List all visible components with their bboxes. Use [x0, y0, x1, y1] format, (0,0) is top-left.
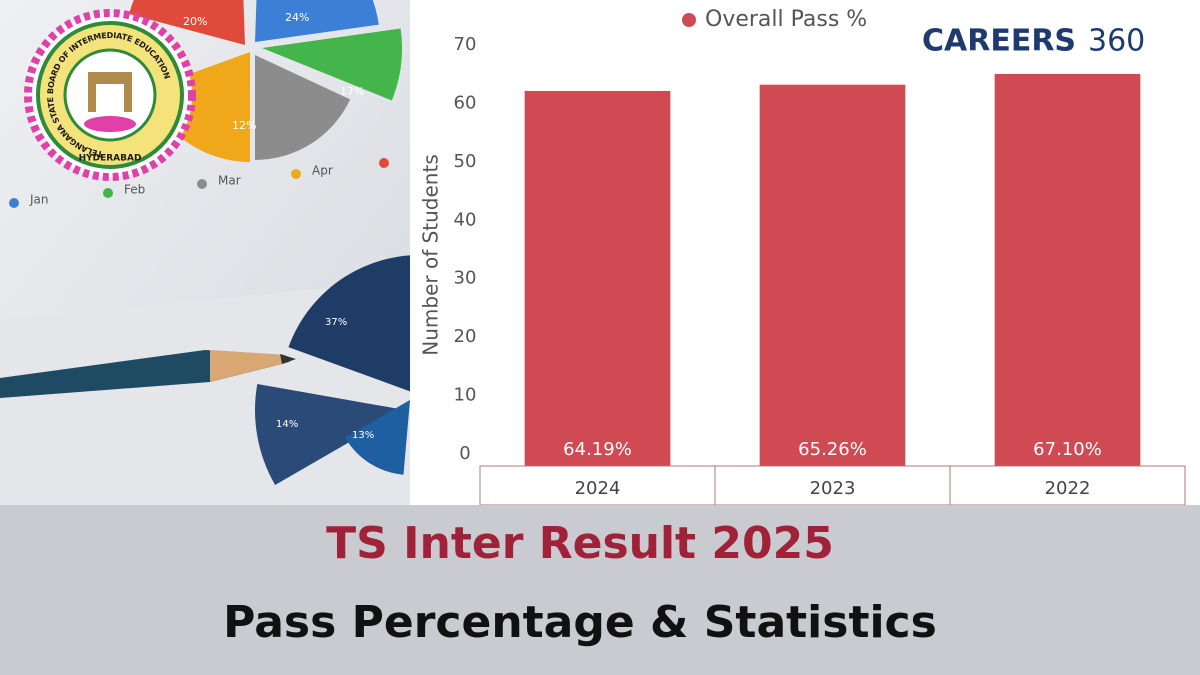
footer-title: TS Inter Result 2025: [326, 518, 834, 569]
footer-band: [0, 505, 1200, 675]
value-label: 67.10%: [1033, 439, 1102, 460]
pie-label: 24%: [285, 11, 309, 24]
pencil-tip: [210, 350, 290, 382]
legend-label: Feb: [124, 183, 145, 197]
legend-label: Mar: [218, 174, 241, 188]
emblem-city: HYDERABAD: [79, 154, 142, 164]
y-tick-label: 60: [454, 92, 477, 113]
pie-wedge: [254, 383, 405, 485]
emblem-book: [84, 116, 136, 132]
y-tick-label: 30: [454, 268, 477, 289]
legend-label: Jan: [29, 193, 49, 207]
value-label: 64.19%: [563, 439, 632, 460]
pie-wedge: [288, 255, 410, 392]
emblem: TELANGANA STATE BOARD OF INTERMEDIATE ED…: [24, 9, 196, 181]
y-tick-label: 0: [459, 443, 470, 464]
background-photo: 20% 24% 17% 12% Jan Feb Mar Apr 37% 14% …: [0, 0, 410, 505]
footer-subtitle: Pass Percentage & Statistics: [223, 597, 937, 648]
x-tick-label: 2023: [810, 478, 856, 499]
pie-wedge: [262, 28, 402, 101]
bar: [759, 84, 906, 467]
logo-word: CAREERS: [922, 24, 1076, 59]
chart: Overall Pass % Number of Students 0 10 20 3…: [419, 7, 1186, 506]
pie-wedge: [255, 55, 351, 160]
pie-wedge: [146, 52, 250, 162]
legend-dot: [9, 198, 19, 208]
y-axis-title: Number of Students: [419, 154, 443, 355]
y-tick-label: 70: [454, 34, 477, 55]
y-tick-label: 40: [454, 209, 477, 230]
bar: [524, 90, 671, 467]
emblem-gate-arch: [96, 84, 124, 112]
pie-wedge: [345, 400, 410, 475]
y-tick-label: 20: [454, 326, 477, 347]
bar: [994, 73, 1141, 467]
legend-label: Overall Pass %: [705, 7, 867, 32]
pie-label: 12%: [232, 119, 256, 132]
legend-dot: [197, 179, 207, 189]
x-tick-label: 2022: [1045, 478, 1091, 499]
pie-label: 13%: [352, 430, 374, 441]
legend-swatch: [682, 13, 696, 27]
logo-number: 360: [1088, 24, 1145, 59]
legend-dot: [103, 188, 113, 198]
pie-label: 14%: [276, 419, 298, 430]
legend-label: Apr: [312, 164, 333, 178]
pie-wedge: [255, 0, 379, 42]
y-tick-label: 50: [454, 151, 477, 172]
pencil-lead: [280, 354, 296, 364]
value-label: 65.26%: [798, 439, 867, 460]
pie-wedge: [129, 0, 245, 45]
x-tick-label: 2024: [575, 478, 621, 499]
pie-label: 17%: [340, 85, 364, 98]
y-tick-label: 10: [454, 385, 477, 406]
pie-label: 37%: [325, 317, 347, 328]
legend-dot: [291, 169, 301, 179]
legend-dot: [379, 158, 389, 168]
pie-label: 20%: [183, 15, 207, 28]
